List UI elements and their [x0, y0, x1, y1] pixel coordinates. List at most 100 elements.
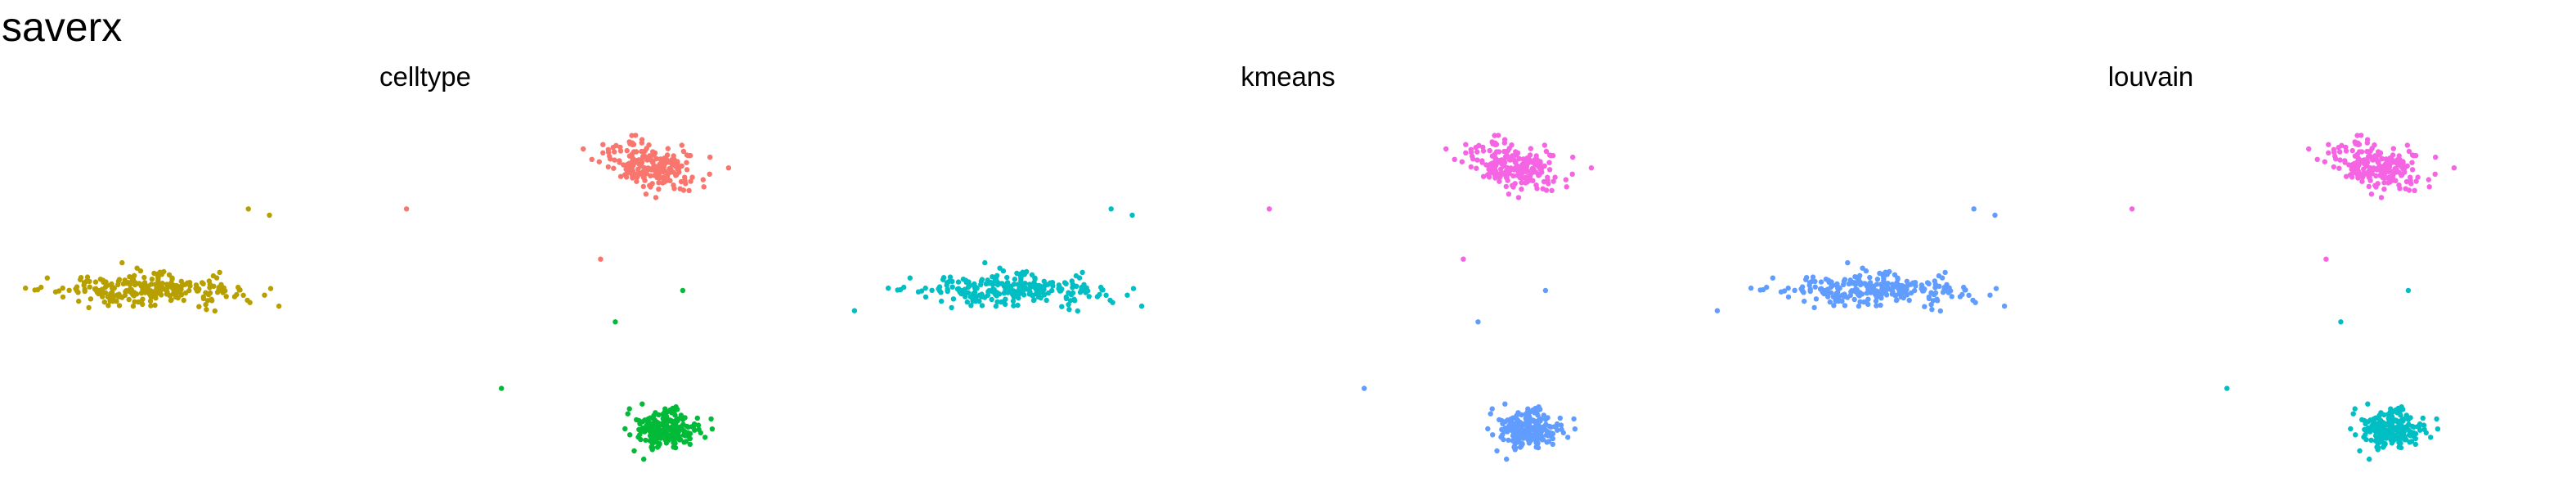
data-point: [2409, 160, 2415, 165]
data-point: [203, 302, 209, 308]
data-point: [1077, 290, 1084, 295]
data-point: [1489, 153, 1496, 159]
data-point: [612, 157, 617, 163]
data-point: [1940, 290, 1946, 295]
data-point: [653, 437, 659, 443]
data-point: [629, 164, 635, 170]
data-point: [126, 288, 132, 294]
data-point: [1540, 186, 1546, 191]
data-point: [1000, 268, 1007, 274]
data-point: [2378, 195, 2385, 200]
data-point: [1873, 298, 1879, 304]
data-point: [1459, 159, 1465, 164]
data-point: [1525, 406, 1531, 412]
data-point: [662, 412, 669, 417]
data-point: [2359, 174, 2366, 180]
points-louvain: [1714, 133, 2457, 462]
data-point: [2355, 175, 2361, 181]
panel-title-kmeans: kmeans: [1241, 61, 1335, 92]
data-point: [993, 303, 999, 309]
data-point: [1488, 411, 1493, 417]
data-point: [1829, 282, 1836, 288]
data-point: [2389, 156, 2395, 163]
data-point: [648, 421, 653, 427]
data-point: [600, 142, 606, 147]
data-point: [2409, 167, 2416, 173]
data-point: [676, 165, 682, 171]
data-point: [1841, 282, 1847, 287]
data-point: [2426, 177, 2431, 182]
data-point: [187, 283, 193, 289]
data-point: [626, 406, 632, 412]
data-point: [82, 288, 88, 295]
data-point: [2373, 173, 2379, 179]
data-point: [2349, 147, 2355, 154]
data-point: [1541, 412, 1546, 418]
data-point: [1018, 283, 1025, 290]
data-point: [1993, 286, 1999, 291]
data-point: [702, 435, 708, 440]
data-point: [1842, 277, 1848, 282]
data-point: [2402, 165, 2408, 171]
data-point: [629, 159, 635, 164]
data-point: [1550, 435, 1555, 442]
data-point: [2393, 165, 2399, 172]
data-point: [672, 412, 678, 418]
data-point: [983, 281, 990, 286]
data-point: [2342, 160, 2348, 165]
data-point: [161, 268, 167, 275]
data-point: [1011, 303, 1016, 309]
data-point: [2381, 180, 2387, 186]
data-point: [1811, 304, 1817, 311]
data-point: [2432, 171, 2438, 177]
data-point: [213, 275, 220, 281]
data-point: [668, 158, 674, 164]
data-point: [624, 147, 630, 154]
data-point: [96, 291, 101, 297]
data-point: [976, 292, 983, 298]
data-point: [1469, 149, 1474, 155]
data-point: [110, 286, 115, 291]
data-point: [1856, 303, 1862, 309]
data-point: [107, 298, 113, 304]
data-point: [86, 304, 92, 311]
data-point: [709, 426, 716, 432]
data-point: [164, 291, 169, 297]
data-point: [1874, 277, 1881, 282]
data-point: [2406, 428, 2412, 434]
data-point: [589, 156, 595, 162]
data-point: [644, 170, 649, 177]
data-point: [989, 296, 994, 303]
data-point: [1498, 166, 1504, 172]
data-point: [1889, 291, 1895, 297]
data-point: [87, 278, 92, 285]
data-point: [1542, 142, 1547, 148]
data-point: [2390, 438, 2397, 444]
data-point: [150, 292, 157, 298]
data-point: [707, 154, 713, 160]
data-point: [665, 146, 671, 151]
data-point: [1542, 287, 1549, 294]
data-point: [99, 286, 105, 292]
data-point: [1885, 281, 1891, 286]
data-point: [2404, 142, 2410, 148]
panel-title-celltype: celltype: [379, 61, 471, 92]
data-point: [1906, 297, 1912, 304]
data-point: [115, 282, 121, 287]
data-point: [104, 282, 110, 288]
data-point: [970, 298, 976, 304]
data-point: [1066, 302, 1071, 308]
data-point: [683, 432, 689, 438]
data-point: [1492, 164, 1497, 170]
data-point: [1899, 282, 1905, 289]
data-point: [1812, 284, 1818, 290]
data-point: [1070, 282, 1075, 287]
data-point: [1905, 282, 1911, 288]
data-point: [262, 292, 267, 298]
data-point: [1857, 290, 1863, 295]
data-point: [650, 160, 656, 165]
data-point: [1845, 259, 1851, 266]
data-point: [1520, 435, 1527, 441]
data-point: [2389, 430, 2395, 436]
